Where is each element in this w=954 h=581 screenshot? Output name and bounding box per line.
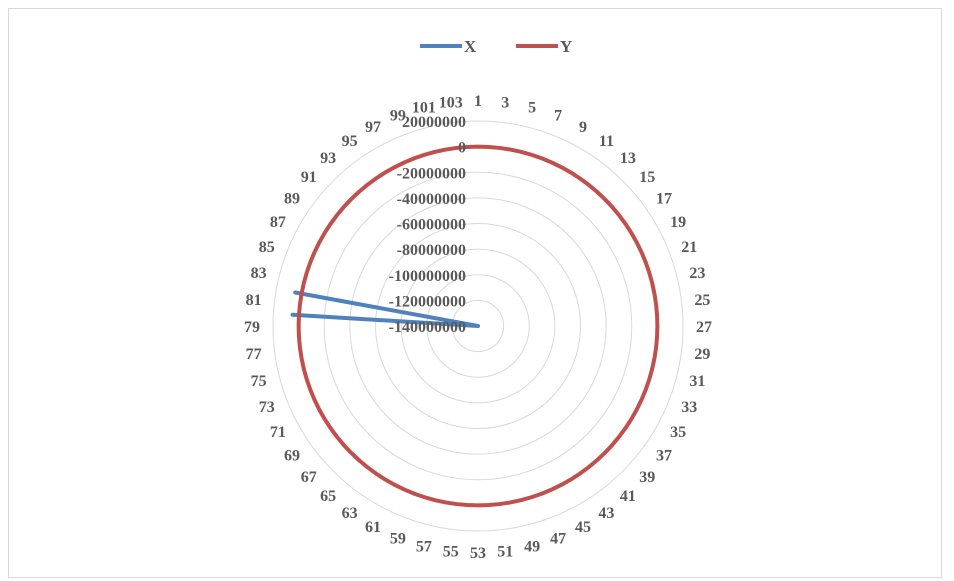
category-label: 51: [497, 543, 513, 560]
series-line-X: [290, 290, 480, 328]
category-label: 23: [689, 265, 705, 282]
category-label: 33: [681, 399, 697, 416]
category-label: 3: [501, 95, 509, 112]
category-label: 99: [390, 108, 406, 125]
radial-tick-label: -60000000: [397, 217, 466, 234]
category-label: 81: [246, 292, 262, 309]
category-label: 15: [639, 169, 655, 186]
category-label: 101: [412, 100, 436, 117]
series-line-Y: [296, 144, 660, 508]
category-label: 87: [270, 214, 286, 231]
radial-tick-label: -80000000: [397, 242, 466, 259]
category-label: 35: [670, 424, 686, 441]
category-label: 89: [284, 191, 300, 208]
category-label: 13: [620, 150, 636, 167]
radial-tick-label: 0: [458, 140, 466, 157]
gridline-ring: [323, 171, 633, 481]
category-label: 95: [342, 133, 358, 150]
radial-tick-labels: -140000000 -120000000 -100000000 -80000000 -…: [389, 114, 466, 336]
category-label: 5: [528, 100, 536, 117]
radial-tick-label: 20000000: [402, 114, 466, 131]
category-label: 57: [416, 538, 432, 555]
category-label: 77: [246, 346, 262, 363]
category-label: 55: [443, 543, 459, 560]
category-label: 59: [390, 530, 406, 547]
gridline-ring: [272, 120, 684, 532]
chart-area: [8, 8, 942, 578]
category-label: 19: [670, 214, 686, 231]
gridline-ring: [426, 274, 530, 378]
radial-tick-label: -140000000: [389, 319, 466, 336]
category-label: 93: [320, 150, 336, 167]
category-label: 43: [598, 505, 614, 522]
category-label: 45: [575, 519, 591, 536]
category-label: 37: [656, 447, 672, 464]
category-label: 67: [301, 469, 317, 486]
category-label: 1: [474, 93, 482, 110]
category-label: 41: [620, 488, 636, 505]
category-label: 29: [694, 346, 710, 363]
category-label: 53: [470, 545, 486, 562]
category-label: 49: [524, 538, 540, 555]
category-label: 75: [251, 373, 267, 390]
category-label: 71: [270, 424, 286, 441]
category-label: 31: [689, 373, 705, 390]
category-label: 103: [439, 95, 463, 112]
gridline-ring: [349, 197, 607, 455]
series-lines: [290, 144, 660, 508]
category-label: 39: [639, 469, 655, 486]
legend-label: Y: [560, 37, 572, 56]
radial-tick-label: -100000000: [389, 268, 466, 285]
category-label: 69: [284, 447, 300, 464]
category-label: 97: [365, 119, 381, 136]
gridline-ring: [400, 248, 556, 404]
category-label: 79: [244, 319, 260, 336]
category-label: 63: [342, 505, 358, 522]
legend-item-X: X: [420, 37, 477, 56]
radial-tick-label: -40000000: [397, 191, 466, 208]
category-label: 73: [259, 399, 275, 416]
gridline-ring: [375, 223, 581, 429]
category-label: 25: [694, 292, 710, 309]
category-label: 17: [656, 191, 672, 208]
category-label: 9: [579, 119, 587, 136]
legend-item-Y: Y: [516, 37, 572, 56]
category-label: 85: [259, 239, 275, 256]
radial-tick-label: -20000000: [397, 165, 466, 182]
category-label: 65: [320, 488, 336, 505]
category-label: 91: [301, 169, 317, 186]
radial-tick-label: -120000000: [389, 293, 466, 310]
category-label: 47: [550, 530, 566, 547]
category-label: 61: [365, 519, 381, 536]
category-label: 21: [681, 239, 697, 256]
category-label: 83: [251, 265, 267, 282]
legend-label: X: [464, 37, 477, 56]
category-label: 7: [554, 108, 562, 125]
category-label: 11: [599, 133, 614, 150]
category-labels: 1 3 5 7911131517192123252729313335373941434…: [244, 93, 712, 562]
category-label: 27: [696, 319, 712, 336]
